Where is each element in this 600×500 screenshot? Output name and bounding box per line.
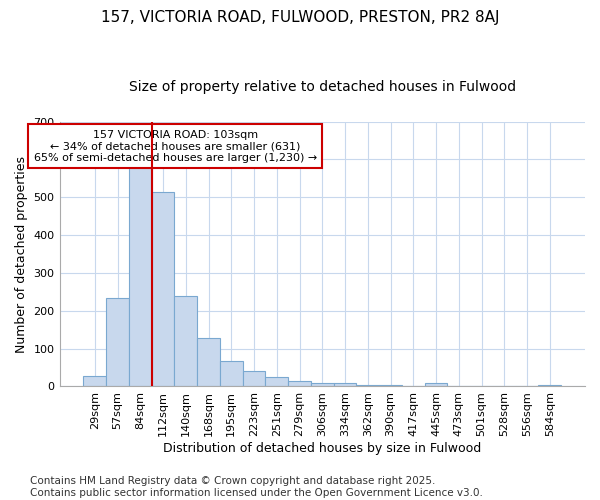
Bar [220,360,242,386]
X-axis label: Distribution of detached houses by size in Fulwood: Distribution of detached houses by size … [163,442,481,455]
Bar [265,376,288,386]
Bar [152,192,175,386]
Text: Contains HM Land Registry data © Crown copyright and database right 2025.
Contai: Contains HM Land Registry data © Crown c… [30,476,483,498]
Y-axis label: Number of detached properties: Number of detached properties [15,156,28,352]
Bar [129,167,152,386]
Text: 157 VICTORIA ROAD: 103sqm
← 34% of detached houses are smaller (631)
65% of semi: 157 VICTORIA ROAD: 103sqm ← 34% of detac… [34,130,317,162]
Bar [311,382,334,386]
Bar [83,376,106,386]
Bar [175,296,197,386]
Bar [242,372,265,386]
Bar [356,385,379,386]
Bar [425,384,448,386]
Text: 157, VICTORIA ROAD, FULWOOD, PRESTON, PR2 8AJ: 157, VICTORIA ROAD, FULWOOD, PRESTON, PR… [101,10,499,25]
Title: Size of property relative to detached houses in Fulwood: Size of property relative to detached ho… [129,80,516,94]
Bar [197,338,220,386]
Bar [106,298,129,386]
Bar [334,384,356,386]
Bar [379,385,402,386]
Bar [538,384,561,386]
Bar [288,381,311,386]
